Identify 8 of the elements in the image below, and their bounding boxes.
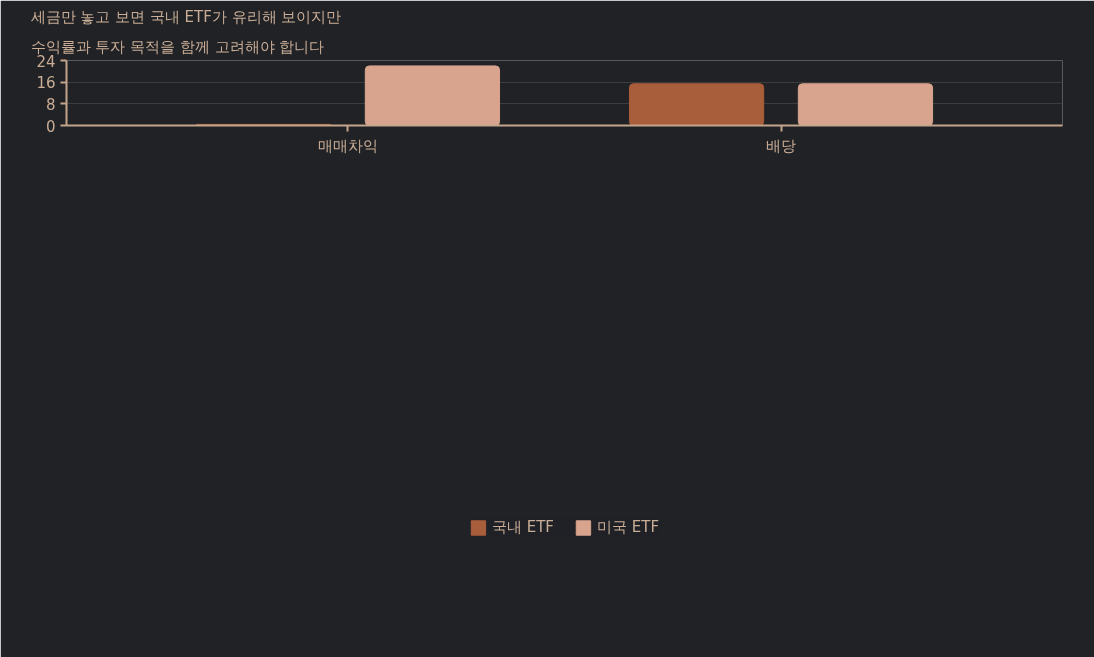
y-tick-label: 16 xyxy=(36,74,56,93)
y-tick-label: 0 xyxy=(45,117,56,136)
x-tick-label: 매매차익 xyxy=(317,136,378,155)
y-tick-label: 8 xyxy=(45,95,56,114)
x-tick-label: 배당 xyxy=(766,136,797,155)
chart-title: 세금만 놓고 보면 국내 ETF가 유리해 보이지만 xyxy=(30,7,342,26)
legend-label: 국내 ETF xyxy=(491,517,554,537)
legend-label: 미국 ETF xyxy=(597,517,660,537)
